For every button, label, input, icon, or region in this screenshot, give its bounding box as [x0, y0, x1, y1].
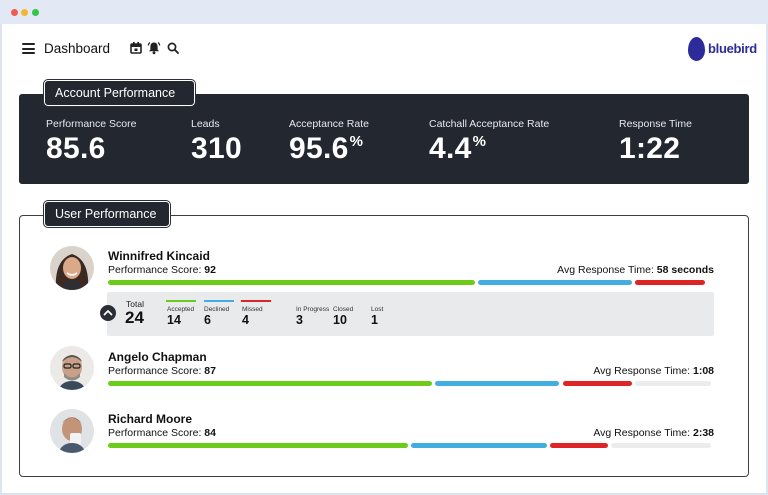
metric-value: 85.6: [46, 132, 106, 165]
stat-value: 1: [371, 313, 378, 327]
accepted-legend-line: [166, 300, 196, 302]
chevron-up-icon: [103, 310, 113, 316]
metric-value: 310: [191, 132, 242, 165]
user-performance-score: Performance Score: 87: [108, 365, 216, 377]
avatar[interactable]: [50, 409, 94, 453]
bell-icon[interactable]: [147, 41, 161, 55]
bird-logo-icon: [688, 37, 705, 61]
metric-value: 1:22: [619, 132, 681, 165]
account-performance-title: Account Performance: [43, 79, 196, 107]
user-performance-title: User Performance: [43, 200, 171, 228]
accepted-bar-segment: [108, 280, 475, 285]
calendar-icon[interactable]: [129, 41, 143, 55]
account-performance-panel: [19, 94, 749, 184]
user-performance-panel: [19, 215, 749, 477]
metric-acceptance-rate: Acceptance Rate 95.6%: [289, 118, 369, 166]
metric-catchall-acceptance-rate: Catchall Acceptance Rate 4.4%: [429, 118, 549, 166]
stat-value: 6: [204, 313, 211, 327]
missed-bar-segment: [562, 381, 633, 386]
avatar[interactable]: [50, 246, 94, 290]
remaining-bar-segment: [610, 443, 711, 448]
logo-text: bluebird: [708, 41, 757, 56]
app-header: Dashboard bluebird: [0, 24, 768, 74]
user-avg-response-time: Avg Response Time: 2:38: [593, 427, 714, 439]
missed-bar-segment: [635, 280, 705, 285]
stat-label: Accepted: [167, 306, 195, 313]
user-avg-response-time: Avg Response Time: 1:08: [593, 365, 714, 377]
maximize-window-dot[interactable]: [32, 9, 39, 16]
stat-label: Closed: [333, 306, 354, 313]
missed-bar-segment: [550, 443, 608, 448]
declined-legend-line: [204, 300, 234, 302]
stat-value: 3: [296, 313, 303, 327]
declined-bar-segment: [477, 280, 633, 285]
user-name[interactable]: Richard Moore: [108, 412, 193, 426]
collapse-details-button[interactable]: [100, 305, 116, 321]
user-name[interactable]: Winnifred Kincaid: [108, 249, 210, 263]
metric-value: 95.6%: [289, 132, 364, 165]
accepted-bar-segment: [108, 381, 433, 386]
page-title: Dashboard: [44, 41, 111, 56]
avatar[interactable]: [50, 346, 94, 390]
stat-value: 14: [167, 313, 181, 327]
metric-leads: Leads 310: [191, 118, 242, 166]
metric-label: Response Time: [619, 118, 692, 130]
metric-label: Leads: [191, 118, 220, 130]
remaining-bar-segment: [635, 381, 711, 386]
metric-label: Performance Score: [46, 118, 137, 130]
stat-value: 10: [333, 313, 347, 327]
accepted-bar-segment: [108, 443, 408, 448]
user-performance-score: Performance Score: 92: [108, 264, 216, 276]
stat-label: In Progress: [296, 306, 330, 313]
stat-label: Lost: [371, 306, 384, 313]
metric-label: Catchall Acceptance Rate: [429, 118, 550, 130]
missed-legend-line: [241, 300, 271, 302]
stat-value: 4: [242, 313, 249, 327]
metric-value: 4.4%: [429, 132, 487, 165]
stat-label: Declined: [204, 306, 230, 313]
metric-label: Acceptance Rate: [289, 118, 369, 130]
metric-response-time: Response Time 1:22: [619, 118, 692, 166]
menu-icon[interactable]: [22, 43, 35, 54]
user-avg-response-time: Avg Response Time: 58 seconds: [557, 264, 714, 276]
declined-bar-segment: [435, 381, 560, 386]
user-performance-score: Performance Score: 84: [108, 427, 216, 439]
total-label: Total: [126, 299, 144, 309]
user-details-panel: [107, 292, 714, 336]
close-window-dot[interactable]: [11, 9, 18, 16]
metric-performance-score: Performance Score 85.6: [46, 118, 136, 166]
minimize-window-dot[interactable]: [21, 9, 28, 16]
declined-bar-segment: [411, 443, 548, 448]
user-name[interactable]: Angelo Chapman: [108, 350, 207, 364]
total-value: 24: [125, 308, 144, 327]
stat-label: Missed: [242, 306, 263, 313]
window-titlebar: [0, 0, 768, 24]
search-icon[interactable]: [166, 41, 180, 55]
